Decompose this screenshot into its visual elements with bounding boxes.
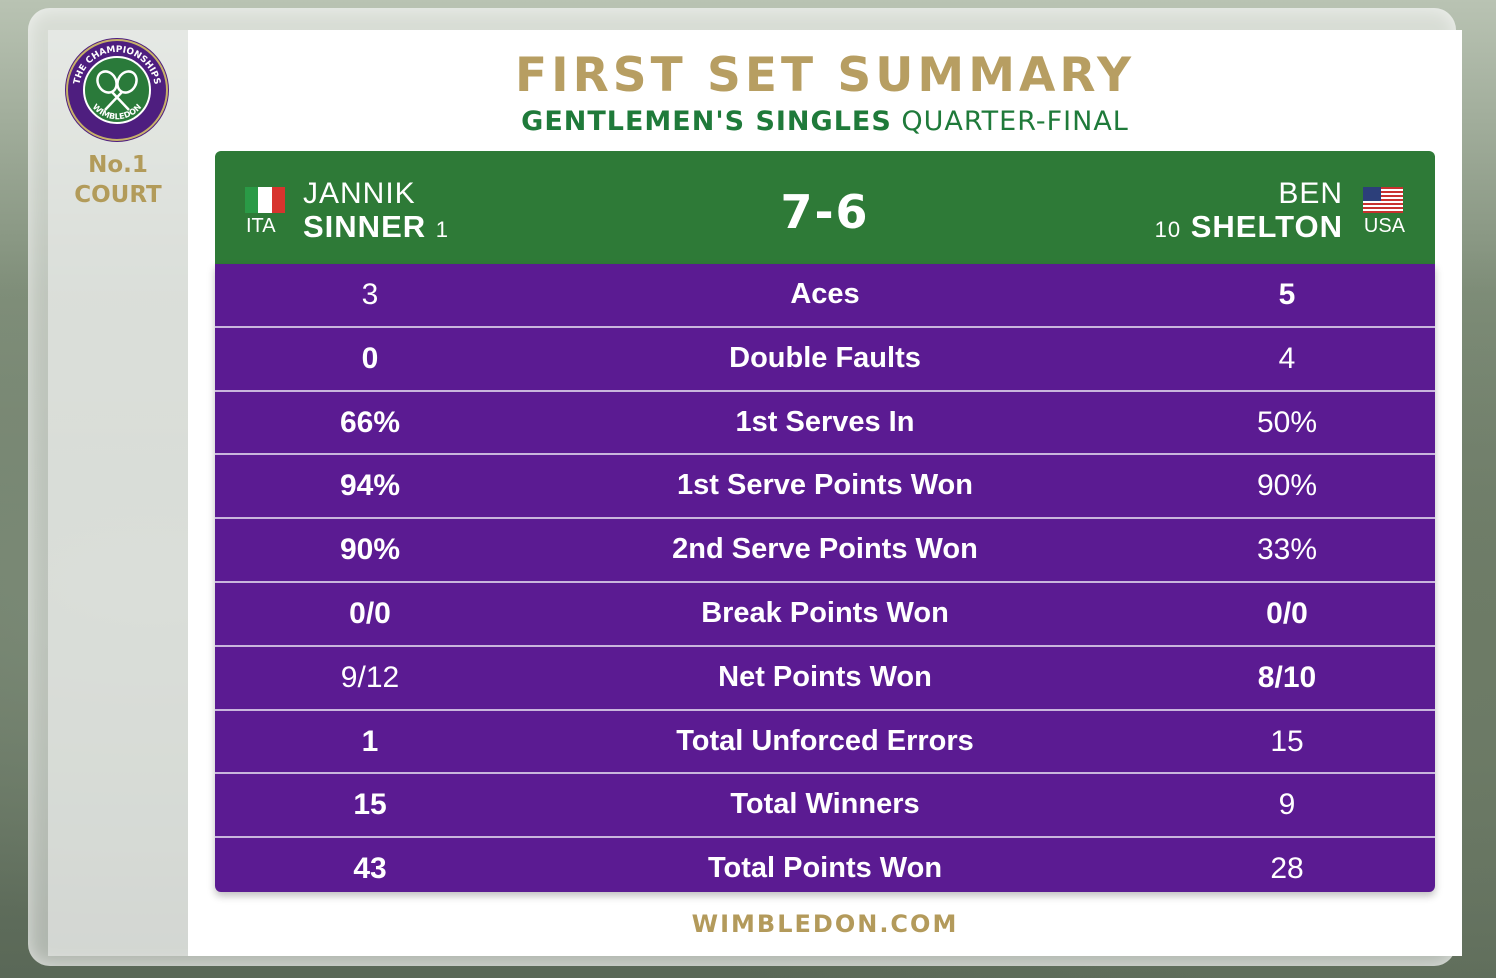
stat-label: 1st Serves In (735, 405, 915, 438)
stat-right-value: 90% (1256, 469, 1318, 503)
stat-label: Total Points Won (707, 852, 943, 885)
round-name: QUARTER-FINAL (901, 106, 1129, 137)
score-header: ITA JANNIK SINNER 1 7-6 BEN 10 SHELTON U… (215, 151, 1435, 264)
stat-label: 2nd Serve Points Won (672, 533, 978, 566)
stat-label: Break Points Won (701, 596, 949, 629)
stat-left-value: 43 (353, 852, 387, 886)
court-word: COURT (74, 182, 162, 208)
stat-row: 0 Double Faults 4 (215, 328, 1435, 392)
stat-left-value: 66% (339, 405, 401, 439)
player-left-surname: SINNER (303, 209, 427, 244)
player-right-first-name: BEN (1278, 177, 1343, 210)
stat-left-value: 90% (339, 533, 401, 567)
page-title: FIRST SET SUMMARY (514, 48, 1136, 103)
stat-label: Double Faults (729, 341, 921, 374)
stat-left-value: 94% (339, 469, 401, 503)
stat-right-value: 28 (1270, 852, 1304, 886)
court-number: No.1 (88, 152, 148, 178)
side-panel (48, 30, 188, 956)
event-name: GENTLEMEN'S SINGLES (521, 106, 892, 137)
italy-flag-icon (245, 187, 285, 213)
stat-row: 43 Total Points Won 28 (215, 838, 1435, 900)
player-right-last-name: 10 SHELTON (1155, 209, 1343, 245)
stat-left-value: 0/0 (349, 596, 391, 630)
player-left-country: ITA (246, 215, 276, 237)
player-right-surname: SHELTON (1190, 209, 1343, 244)
stat-right-value: 8/10 (1257, 660, 1317, 694)
stat-row: 94% 1st Serve Points Won 90% (215, 455, 1435, 520)
stat-left-value: 9/12 (340, 660, 400, 694)
player-right-seed: 10 (1154, 217, 1182, 242)
stat-row: 3 Aces 5 (215, 264, 1435, 328)
stat-row: 90% 2nd Serve Points Won 33% (215, 519, 1435, 583)
set-score: 7-6 (780, 185, 870, 239)
court-label: No.1 COURT (52, 150, 184, 210)
stat-right-value: 4 (1278, 341, 1296, 375)
match-subtitle: GENTLEMEN'S SINGLES QUARTER-FINAL (215, 106, 1435, 137)
player-left-last-name: SINNER 1 (303, 209, 449, 245)
stat-label: Total Winners (730, 788, 920, 821)
stat-right-value: 33% (1256, 533, 1318, 567)
stat-right-value: 15 (1270, 724, 1304, 758)
stat-right-value: 0/0 (1266, 596, 1308, 630)
stat-row: 15 Total Winners 9 (215, 774, 1435, 839)
stat-right-value: 5 (1278, 278, 1296, 311)
stat-row: 66% 1st Serves In 50% (215, 392, 1435, 456)
stat-left-value: 3 (361, 278, 379, 311)
stat-label: Aces (790, 278, 860, 310)
stats-table: 3 Aces 5 0 Double Faults 4 66% 1st Serves In 50%… (215, 264, 1435, 892)
stat-row: 9/12 Net Points Won 8/10 (215, 647, 1435, 711)
stat-label: Total Unforced Errors (676, 724, 974, 757)
stat-label: Net Points Won (718, 660, 932, 693)
player-left-seed: 1 (435, 217, 450, 242)
stat-right-value: 50% (1256, 405, 1318, 439)
wimbledon-logo: THE CHAMPIONSHIPS WIMBLEDON (65, 38, 169, 142)
stat-left-value: 1 (361, 724, 379, 758)
stat-row: 0/0 Break Points Won 0/0 (215, 583, 1435, 647)
player-left-first-name: JANNIK (303, 177, 416, 210)
stat-right-value: 9 (1278, 788, 1296, 822)
stat-left-value: 15 (353, 788, 387, 822)
footer-site: WIMBLEDON.COM (691, 910, 959, 938)
stat-row: 1 Total Unforced Errors 15 (215, 711, 1435, 775)
player-right-country: USA (1363, 215, 1405, 237)
usa-flag-icon (1363, 187, 1403, 213)
stat-left-value: 0 (361, 341, 379, 375)
stat-label: 1st Serve Points Won (677, 469, 973, 502)
